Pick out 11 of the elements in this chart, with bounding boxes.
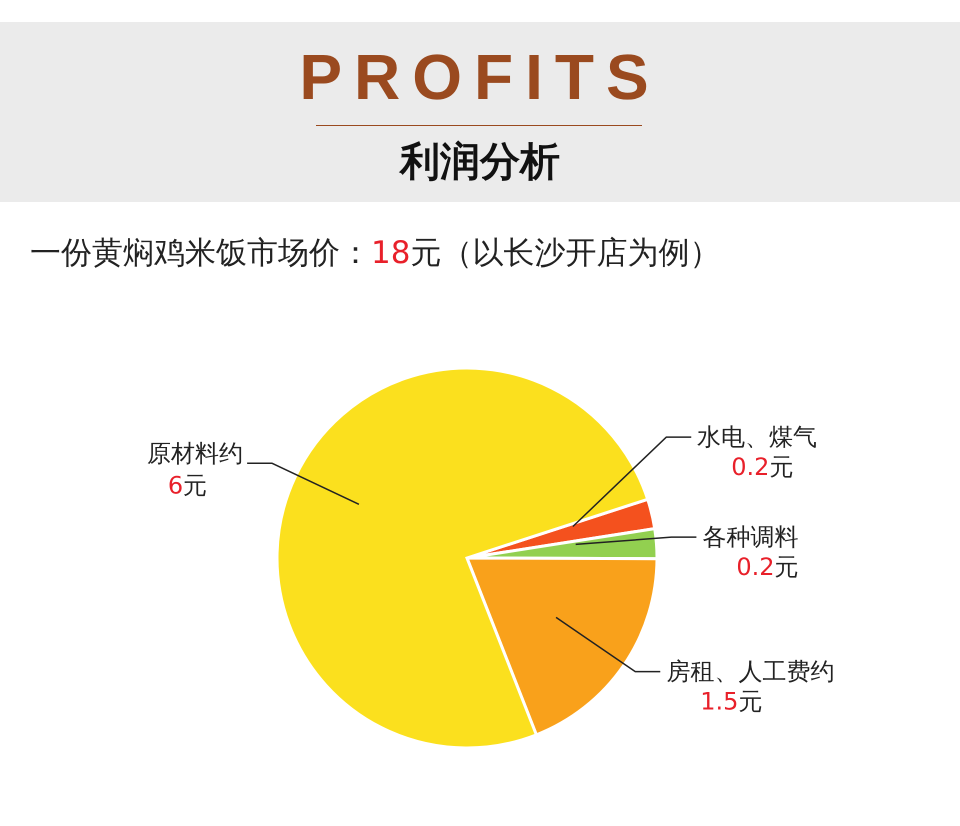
chart-title: PROFITS [298,40,662,114]
data-label: 0.2元 [731,453,794,482]
data-label: 1.5元 [700,688,762,716]
slice-label: 原材料约 [147,439,244,468]
data-label: 0.2元 [736,553,799,582]
data-label: 6元 [168,471,208,500]
slice-label: 水电、煤气 [697,423,818,452]
slice-label: 各种调料 [702,523,798,552]
text: 一份黄焖鸡米饭市场价：18元（以长沙开店为例） [30,235,720,271]
chart-subtitle: 利润分析 [398,138,561,187]
slice-label: 房租、人工费约 [666,658,834,686]
